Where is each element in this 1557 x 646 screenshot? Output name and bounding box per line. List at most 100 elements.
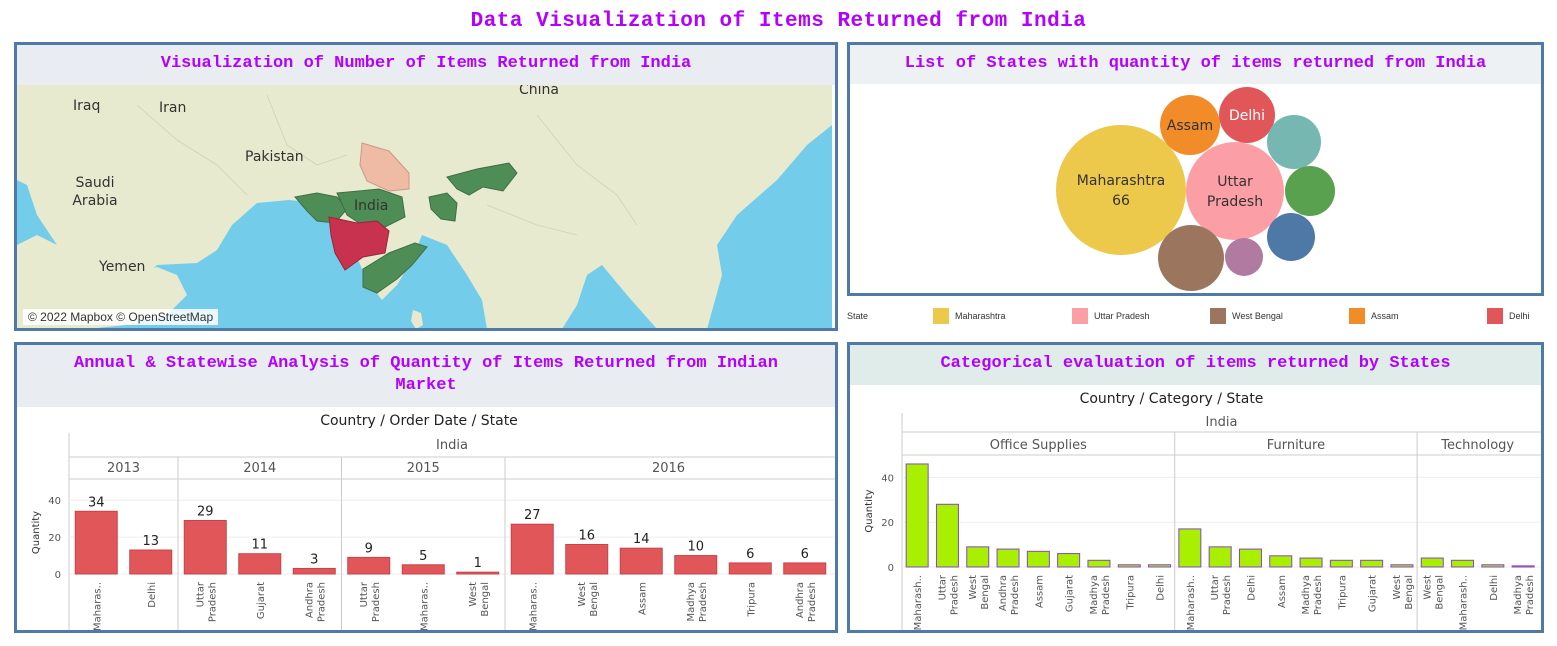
group-header: 2013 [107, 461, 140, 476]
bar[interactable] [1420, 557, 1444, 568]
x-tick-label: Pradesh [207, 582, 218, 622]
x-tick-label: Uttar [1210, 574, 1221, 600]
bubble-circle[interactable] [1186, 142, 1284, 240]
x-tick-label: West [468, 582, 479, 607]
bubble[interactable] [1267, 213, 1315, 261]
bubble[interactable] [1225, 238, 1263, 276]
bubble[interactable] [1285, 166, 1335, 216]
bubble[interactable]: Delhi [1219, 87, 1275, 143]
bar[interactable] [905, 463, 929, 568]
bar[interactable] [674, 555, 718, 575]
bar[interactable] [183, 520, 227, 575]
legend-swatch[interactable] [1349, 308, 1365, 324]
bar[interactable] [1481, 564, 1505, 568]
bubble-circle[interactable] [1160, 95, 1220, 155]
bubble[interactable]: Assam [1160, 95, 1220, 155]
map-panel-title: Visualization of Number of Items Returne… [17, 45, 835, 85]
bar[interactable] [129, 549, 173, 575]
x-tick-label: Pradesh [698, 582, 709, 622]
x-tick-label: Delhi [147, 582, 158, 608]
x-tick-label: West [1422, 575, 1433, 600]
annual-panel: Annual & Statewise Analysis of Quantity … [14, 342, 838, 633]
bubble-chart[interactable]: Maharashtra 66 Uttar Pradesh Assam Delhi [850, 84, 1541, 294]
bubble-circle[interactable] [1056, 125, 1186, 255]
bar[interactable] [1178, 528, 1202, 568]
bubble[interactable] [1267, 115, 1321, 169]
bar[interactable] [966, 546, 990, 568]
bubble[interactable]: Maharashtra 66 [1056, 125, 1186, 255]
bubble-circle[interactable] [1158, 225, 1224, 291]
bar[interactable] [783, 562, 827, 575]
bar[interactable] [292, 567, 336, 575]
map-state-region[interactable] [359, 142, 410, 192]
map-state-region[interactable] [336, 188, 406, 228]
bar[interactable] [510, 523, 554, 575]
legend-swatch[interactable] [1210, 308, 1226, 324]
bar[interactable] [1208, 546, 1232, 568]
bar[interactable] [619, 547, 663, 575]
bar-value-label: 14 [633, 532, 650, 547]
annual-chart[interactable]: Country / Order Date / State India 0 20 40 Qu… [17, 407, 835, 630]
bar[interactable] [565, 543, 609, 575]
bar[interactable] [1057, 553, 1081, 568]
map-state-region[interactable] [328, 216, 390, 271]
bar[interactable] [1451, 559, 1475, 568]
bubble-circle[interactable] [1225, 238, 1263, 276]
bar[interactable] [456, 571, 500, 575]
bar[interactable] [347, 556, 391, 575]
bar[interactable] [1299, 557, 1323, 568]
bar[interactable] [1360, 559, 1384, 568]
bar[interactable] [1329, 559, 1353, 568]
x-tick-label: West [968, 575, 979, 600]
map-state-region[interactable] [446, 162, 518, 196]
bubble-circle[interactable] [1267, 213, 1315, 261]
chart-header: Country / Category / State [1080, 391, 1264, 407]
bubble[interactable]: Uttar Pradesh [1186, 142, 1284, 240]
bar[interactable] [1148, 564, 1172, 568]
country-header: India [1206, 415, 1238, 430]
x-tick-label: Tripura [746, 582, 757, 617]
x-tick-label: Bengal [1434, 575, 1445, 610]
x-tick-label: Uttar [195, 581, 206, 607]
categorical-chart[interactable]: Country / Category / State India 0 20 40 Quan… [850, 385, 1541, 630]
map-state-region[interactable] [294, 192, 348, 224]
bar[interactable] [1026, 550, 1050, 568]
bar[interactable] [996, 548, 1020, 568]
x-tick-label: Pradesh [1010, 575, 1021, 615]
map-state-region[interactable] [428, 192, 458, 222]
bar[interactable] [1390, 564, 1414, 568]
x-tick-label: Gujarat [1065, 575, 1076, 612]
bar-value-label: 13 [142, 534, 159, 549]
map-canvas[interactable]: Iraq Iran China Pakistan Saudi Arabia Ind… [17, 82, 832, 329]
x-tick-label: Pradesh [949, 575, 960, 615]
bubble[interactable] [1158, 225, 1224, 291]
legend-swatch[interactable] [1487, 308, 1503, 324]
bar[interactable] [1238, 548, 1262, 568]
bar[interactable] [1511, 565, 1535, 568]
bar[interactable] [74, 510, 118, 575]
india-map[interactable]: Iraq Iran China Pakistan Saudi Arabia Ind… [17, 82, 832, 329]
map-attribution[interactable]: © 2022 Mapbox © OpenStreetMap [23, 309, 219, 325]
bubble-circle[interactable] [1219, 87, 1275, 143]
bar[interactable] [401, 564, 445, 575]
annual-panel-title: Annual & Statewise Analysis of Quantity … [17, 345, 835, 407]
bubble-circle[interactable] [1267, 115, 1321, 169]
bar[interactable] [1117, 564, 1141, 568]
legend-swatch[interactable] [933, 308, 949, 324]
bar-value-label: 27 [524, 508, 541, 523]
bar[interactable] [728, 562, 772, 575]
bar[interactable] [1087, 559, 1111, 568]
x-tick-label: Maharash.. [1186, 575, 1197, 630]
x-tick-label: Pradesh [1222, 575, 1233, 615]
bar[interactable] [1269, 555, 1293, 568]
x-tick-label: Pradesh [1525, 575, 1536, 615]
bubble-circle[interactable] [1285, 166, 1335, 216]
bar-value-label: 10 [687, 540, 704, 555]
bar[interactable] [238, 553, 282, 575]
bar-value-label: 5 [419, 549, 427, 564]
bubble-label: Delhi [1229, 108, 1265, 124]
x-tick-label: Andhra [998, 575, 1009, 611]
map-state-region[interactable] [362, 242, 428, 294]
legend-swatch[interactable] [1072, 308, 1088, 324]
bar[interactable] [935, 503, 959, 568]
